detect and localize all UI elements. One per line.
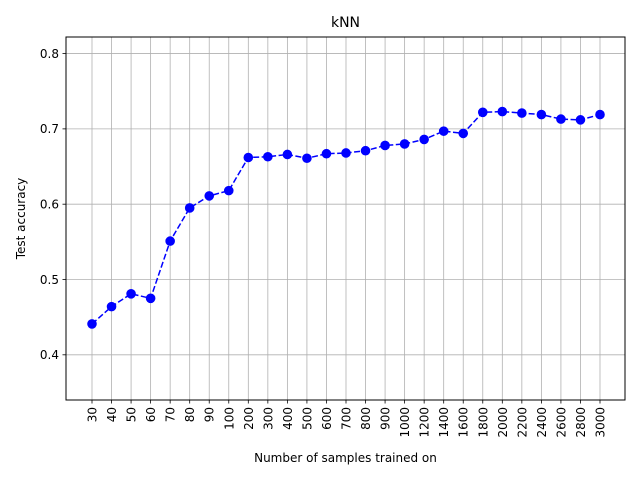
data-point: [145, 293, 156, 304]
x-tick-label: 30: [86, 407, 100, 422]
y-axis-ticks: 0.4 0.5 0.6 0.7 0.8: [40, 47, 66, 362]
x-tick-label: 100: [222, 407, 236, 430]
x-tick-label: 200: [242, 407, 256, 430]
data-point: [556, 114, 566, 124]
x-tick-label: 600: [320, 407, 334, 430]
data-point: [360, 145, 371, 156]
x-tick-label: 80: [183, 407, 197, 422]
x-tick-label: 2200: [515, 407, 529, 438]
x-tick-label: 1600: [457, 407, 471, 438]
x-tick-label: 90: [203, 407, 217, 422]
plot-frame: [65, 36, 626, 401]
x-tick-label: 300: [261, 407, 275, 430]
x-axis-label: Number of samples trained on: [254, 451, 437, 465]
x-tick-label: 900: [379, 407, 393, 430]
data-point: [419, 134, 429, 145]
y-tick-label: 0.6: [40, 197, 59, 211]
x-tick-label: 70: [164, 407, 178, 422]
data-point: [341, 148, 351, 158]
x-tick-label: 2600: [554, 407, 568, 438]
data-point: [438, 126, 449, 136]
data-point: [497, 106, 508, 117]
x-tick-label: 1200: [418, 407, 432, 438]
grid: [66, 37, 625, 400]
x-tick-label: 1000: [398, 407, 412, 438]
data-point: [87, 319, 97, 329]
x-tick-label: 60: [144, 407, 158, 422]
data-point: [380, 140, 390, 151]
y-tick-label: 0.7: [40, 122, 59, 136]
data-point: [243, 152, 254, 163]
y-axis-label: Test accuracy: [14, 178, 28, 261]
x-tick-label: 1400: [437, 407, 451, 438]
x-tick-label: 2400: [535, 407, 549, 438]
data-point: [263, 151, 273, 162]
data-point: [595, 109, 605, 120]
x-tick-label: 40: [105, 407, 119, 422]
data-point: [399, 139, 410, 149]
data-point: [536, 109, 547, 120]
data-point: [184, 203, 195, 213]
x-tick-label: 700: [340, 407, 354, 430]
data-point: [302, 153, 312, 164]
data-point: [204, 191, 215, 201]
data-point: [165, 236, 175, 246]
chart-title: kNN: [331, 15, 360, 31]
y-tick-label: 0.8: [40, 47, 59, 61]
series-layer: [87, 106, 605, 329]
x-tick-label: 2000: [496, 407, 510, 438]
data-point: [282, 149, 293, 160]
x-tick-label: 800: [359, 407, 373, 430]
x-tick-label: 3000: [594, 407, 608, 438]
data-point: [126, 289, 136, 299]
data-point: [517, 108, 527, 118]
x-tick-label: 500: [300, 407, 314, 430]
data-point: [575, 115, 586, 125]
x-axis-ticks: 30 40 50 60 70 80 90 100 200 300 400 500 600 700 800 90…: [86, 400, 608, 438]
data-point: [321, 148, 332, 159]
data-point: [458, 128, 469, 139]
data-point: [106, 301, 117, 312]
x-tick-label: 1800: [476, 407, 490, 438]
data-point: [223, 185, 234, 196]
y-tick-label: 0.4: [40, 348, 59, 362]
x-tick-label: 2800: [574, 407, 588, 438]
x-tick-label: 50: [125, 407, 139, 422]
x-tick-label: 400: [281, 407, 295, 430]
data-point: [477, 107, 488, 118]
y-tick-label: 0.5: [40, 273, 59, 287]
